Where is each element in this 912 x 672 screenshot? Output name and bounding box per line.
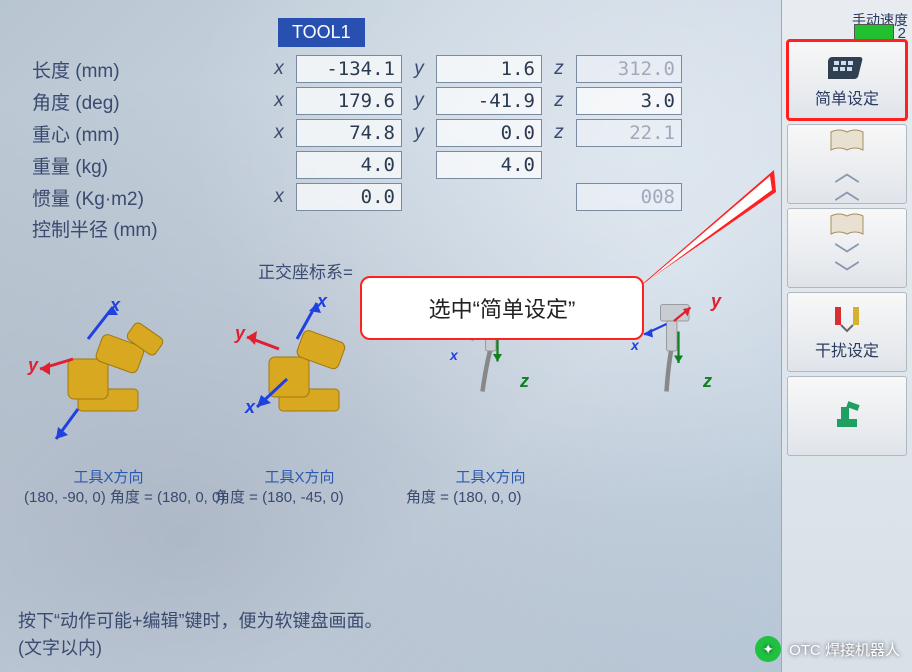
side-btn-label: 干扰设定: [815, 337, 879, 361]
axis-label-z: z: [703, 371, 712, 392]
side-btn-label: 简单设定: [815, 85, 879, 109]
table-row: 重量 (kg) 4.0 4.0: [28, 149, 686, 181]
torch-icon: [641, 299, 701, 409]
callout-text: 选中“简单设定”: [429, 292, 576, 324]
keypad-icon: [827, 51, 867, 83]
axis-y: y: [406, 53, 432, 85]
axis-label-x: x: [110, 295, 120, 316]
callout-box: 选中“简单设定”: [360, 276, 644, 340]
value-cell[interactable]: 4.0: [436, 151, 542, 179]
row-label: 重心 (mm): [28, 117, 266, 149]
side-button-3[interactable]: ﹀ ﹀: [787, 208, 907, 288]
axis-label-x: x: [317, 291, 327, 312]
value-cell[interactable]: 0.0: [436, 119, 542, 147]
axis-x: x: [266, 53, 292, 85]
torch-collision-icon: [827, 303, 867, 335]
side-button-5[interactable]: [787, 376, 907, 456]
robot-icon: [827, 399, 867, 431]
axis-label-y: y: [28, 355, 38, 376]
value-cell[interactable]: 1.6: [436, 55, 542, 83]
diagram-angle: (180, -90, 0) 角度 = (180, 0, 0): [24, 486, 193, 507]
table-row: 控制半径 (mm): [28, 213, 686, 244]
diagram-angle: 角度 = (180, 0, 0): [406, 486, 575, 507]
value-cell[interactable]: 179.6: [296, 87, 402, 115]
diagram-caption: 工具X方向: [73, 466, 143, 487]
value-cell[interactable]: -134.1: [296, 55, 402, 83]
robot-arm-icon: [18, 289, 198, 449]
value-cell[interactable]: 3.0: [576, 87, 682, 115]
value-cell[interactable]: 22.1: [576, 119, 682, 147]
value-cell[interactable]: 74.8: [296, 119, 402, 147]
interference-setting-button[interactable]: 干扰设定: [787, 292, 907, 372]
book-icon: [827, 209, 867, 241]
chevron-up-icon: ︿: [834, 177, 860, 203]
axis-label-y: y: [711, 291, 721, 312]
table-row: 惯量 (Kg·m2) x 0.0 008: [28, 181, 686, 213]
wechat-icon: ✦: [755, 636, 781, 662]
row-label: 控制半径 (mm): [28, 213, 266, 244]
diagram-caption: 工具X方向: [264, 466, 334, 487]
footer-line-1: 按下“动作可能+编辑”键时，便为软键盘画面。: [18, 611, 383, 631]
table-row: 长度 (mm) x -134.1 y 1.6 z 312.0: [28, 53, 686, 85]
row-label: 重量 (kg): [28, 149, 266, 181]
diagram-angle: 角度 = (180, -45, 0): [215, 486, 384, 507]
watermark: ✦ OTC 焊接机器人: [755, 636, 900, 662]
axis-label-z: z: [520, 371, 529, 392]
value-cell[interactable]: 4.0: [296, 151, 402, 179]
axis-z: z: [546, 53, 572, 85]
simple-setting-button[interactable]: 简单设定: [787, 40, 907, 120]
footer-line-2: (文字以内): [18, 638, 102, 658]
sidebar: 手动速度 2 简单设定 ︿ ︿ ﹀ ﹀ 干扰设定: [781, 0, 912, 672]
row-label: 角度 (deg): [28, 85, 266, 117]
table-row: 角度 (deg) x 179.6 y -41.9 z 3.0: [28, 85, 686, 117]
table-row: 重心 (mm) x 74.8 y 0.0 z 22.1: [28, 117, 686, 149]
value-cell[interactable]: 312.0: [576, 55, 682, 83]
row-label: 惯量 (Kg·m2): [28, 181, 266, 213]
value-cell[interactable]: 008: [576, 183, 682, 211]
parameter-table: 长度 (mm) x -134.1 y 1.6 z 312.0 角度 (deg) …: [28, 53, 686, 244]
axis-label-y: y: [235, 323, 245, 344]
footer-hint: 按下“动作可能+编辑”键时，便为软键盘画面。 (文字以内): [18, 608, 642, 662]
watermark-text: OTC 焊接机器人: [789, 639, 900, 660]
speed-value: 2: [898, 25, 906, 42]
value-cell[interactable]: 0.0: [296, 183, 402, 211]
diagram-1: x y 工具X方向 (180, -90, 0) 角度 = (180, 0, 0): [18, 289, 199, 509]
tool-name-badge: TOOL1: [278, 18, 365, 47]
side-button-2[interactable]: ︿ ︿: [787, 124, 907, 204]
row-label: 长度 (mm): [28, 53, 266, 85]
value-cell[interactable]: -41.9: [436, 87, 542, 115]
chevron-down-icon: ﹀: [834, 261, 860, 287]
book-icon: [827, 125, 867, 157]
axis-label-x: x: [245, 397, 255, 418]
diagram-caption: 工具X方向: [455, 466, 525, 487]
axis-label-x: x: [450, 347, 458, 363]
